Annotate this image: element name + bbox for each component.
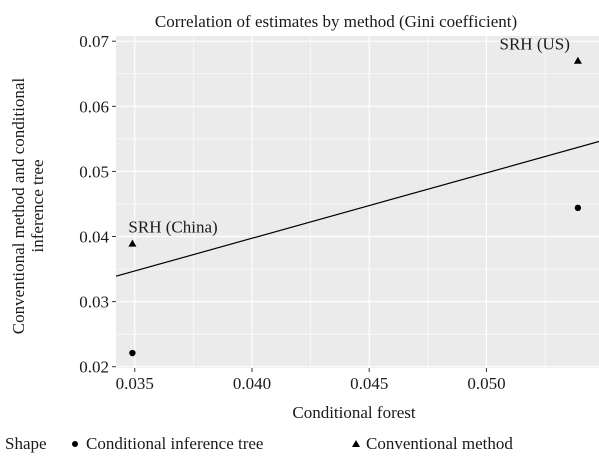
- legend: Shape Conditional inference tree Convent…: [5, 434, 513, 453]
- y-tick-label: 0.07: [79, 32, 109, 51]
- y-axis-label-line-1: Conventional method and conditional: [9, 78, 28, 335]
- y-axis-label-line-2: inference tree: [28, 160, 47, 253]
- x-axis-ticks: 0.035 0.040 0.045 0.050: [116, 368, 506, 393]
- point-circle: [574, 204, 582, 212]
- data-points: [128, 56, 582, 357]
- legend-label-circle: Conditional inference tree: [86, 434, 263, 453]
- y-tick-label: 0.06: [79, 97, 109, 116]
- x-axis-label: Conditional forest: [292, 403, 416, 422]
- y-tick-label: 0.05: [79, 162, 109, 181]
- x-tick-label: 0.040: [233, 374, 271, 393]
- y-tick-label: 0.04: [79, 228, 109, 247]
- major-gridlines: [116, 36, 599, 368]
- fit-line: [115, 140, 599, 277]
- legend-triangle-icon: [352, 440, 360, 447]
- x-tick-label: 0.045: [350, 374, 388, 393]
- y-axis-ticks: 0.02 0.03 0.04 0.05 0.06 0.07: [79, 32, 116, 377]
- plot-panel: [116, 36, 599, 368]
- chart-title: Correlation of estimates by method (Gini…: [155, 12, 517, 31]
- minor-gridlines: [116, 36, 599, 368]
- y-tick-label: 0.02: [79, 358, 109, 377]
- legend-circle-icon: [72, 441, 78, 447]
- point-labels: SRH (China) SRH (US): [128, 35, 569, 237]
- point-circle: [129, 349, 136, 357]
- x-tick-label: 0.035: [116, 374, 154, 393]
- y-axis-label: Conventional method and conditional infe…: [9, 78, 47, 335]
- point-triangle: [128, 239, 137, 247]
- point-label: SRH (China): [128, 218, 217, 237]
- y-tick-label: 0.03: [79, 293, 109, 312]
- legend-title: Shape: [5, 434, 47, 453]
- x-tick-label: 0.050: [467, 374, 505, 393]
- point-triangle: [573, 56, 582, 64]
- point-label: SRH (US): [500, 35, 570, 54]
- legend-label-triangle: Conventional method: [366, 434, 513, 453]
